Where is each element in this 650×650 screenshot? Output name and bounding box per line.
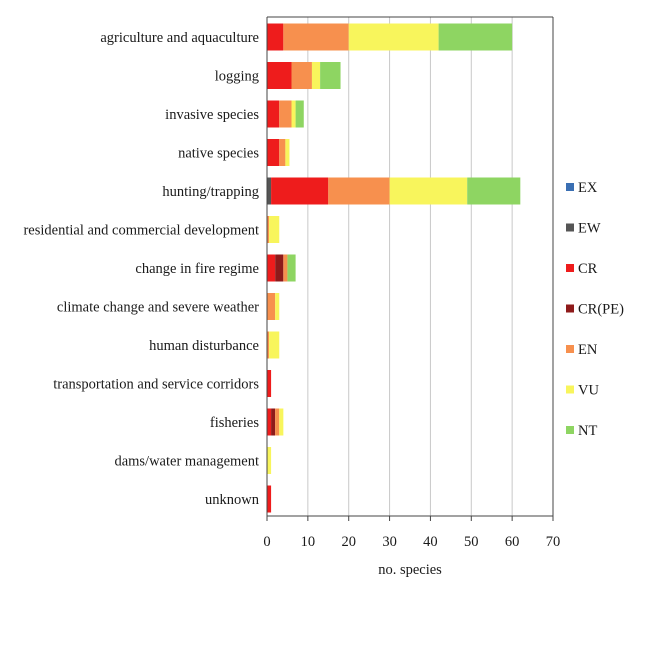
- bar-change-in-fire-regime-nt: [287, 254, 296, 282]
- axes: [266, 16, 554, 517]
- x-tick-label-50: 50: [464, 534, 479, 550]
- bars: [267, 23, 521, 513]
- legend-label-cr-pe: CR(PE): [578, 302, 624, 318]
- category-label-transportation-and-service-corridors: transportation and service corridors: [53, 377, 259, 393]
- bar-transportation-and-service-corridors-cr: [267, 370, 272, 397]
- category-label-fisheries: fisheries: [210, 415, 259, 431]
- legend: EX EW CR CR(PE) EN VU NT: [566, 180, 624, 439]
- bar-agriculture-and-aquaculture-nt: [438, 23, 513, 51]
- bar-dams-water-management-vu: [267, 447, 272, 474]
- bar-human-disturbance-vu: [269, 331, 280, 359]
- category-label-unknown: unknown: [205, 492, 260, 508]
- bar-invasive-species-cr: [267, 100, 280, 128]
- legend-swatch-vu: [566, 385, 574, 394]
- category-label-change-in-fire-regime: change in fire regime: [135, 261, 259, 277]
- x-tick-label-30: 30: [382, 534, 397, 550]
- gridlines: [307, 17, 513, 516]
- bar-agriculture-and-aquaculture-cr: [267, 23, 284, 51]
- bar-native-species-vu: [285, 139, 290, 166]
- legend-label-nt: NT: [578, 423, 597, 439]
- bar-fisheries-en: [275, 408, 280, 436]
- bar-hunting-trapping-nt: [467, 177, 521, 205]
- x-tick-label-40: 40: [423, 534, 438, 550]
- legend-swatch-cr: [566, 264, 574, 272]
- bar-change-in-fire-regime-en: [283, 254, 288, 282]
- category-label-agriculture-and-aquaculture: agriculture and aquaculture: [100, 30, 259, 46]
- bar-logging-vu: [311, 62, 321, 89]
- bar-climate-change-and-severe-weather-vu: [275, 293, 280, 320]
- legend-label-ex: EX: [578, 180, 598, 196]
- bar-residential-and-commercial-development-en: [267, 216, 270, 243]
- category-label-hunting-trapping: hunting/trapping: [162, 184, 259, 200]
- x-axis-title: no. species: [378, 562, 442, 578]
- x-tick-labels: 0 10 20 30 40 50 60 70: [263, 516, 560, 550]
- bar-logging-cr: [267, 62, 292, 89]
- bar-invasive-species-en: [279, 100, 292, 128]
- bar-hunting-trapping-cr: [271, 177, 329, 205]
- bar-agriculture-and-aquaculture-en: [283, 23, 349, 51]
- bar-native-species-cr: [267, 139, 280, 166]
- bar-fisheries-cr-pe: [271, 408, 276, 436]
- x-tick-label-70: 70: [546, 534, 561, 550]
- bar-residential-and-commercial-development-vu: [269, 216, 280, 243]
- category-labels: agriculture and aquaculture logging invasi…: [23, 30, 259, 508]
- x-tick-label-20: 20: [341, 534, 356, 550]
- legend-label-vu: VU: [578, 383, 599, 399]
- bar-hunting-trapping-en: [328, 177, 390, 205]
- x-tick-label-0: 0: [263, 534, 270, 550]
- bar-unknown-cr: [267, 485, 272, 513]
- x-tick-label-60: 60: [505, 534, 520, 550]
- category-label-native-species: native species: [178, 146, 259, 162]
- legend-label-ew: EW: [578, 221, 601, 237]
- bar-invasive-species-vu: [291, 100, 296, 128]
- legend-swatch-ew: [566, 223, 574, 232]
- category-label-residential-and-commercial-development: residential and commercial development: [23, 223, 259, 239]
- bar-fisheries-cr: [267, 408, 272, 436]
- bar-change-in-fire-regime-cr-pe: [275, 254, 284, 282]
- bar-logging-nt: [320, 62, 341, 89]
- bar-logging-en: [291, 62, 312, 89]
- legend-swatch-nt: [566, 426, 574, 434]
- legend-swatch-ex: [566, 183, 574, 191]
- x-tick-label-10: 10: [301, 534, 316, 550]
- legend-label-en: EN: [578, 342, 598, 358]
- bar-climate-change-and-severe-weather-en: [267, 293, 276, 320]
- bar-native-species-en: [279, 139, 286, 166]
- bar-fisheries-vu: [279, 408, 284, 436]
- bar-invasive-species-nt: [295, 100, 304, 128]
- category-label-logging: logging: [215, 69, 259, 85]
- category-label-invasive-species: invasive species: [165, 107, 259, 123]
- bar-hunting-trapping-vu: [389, 177, 468, 205]
- bar-agriculture-and-aquaculture-vu: [348, 23, 439, 51]
- bar-human-disturbance-en: [267, 331, 270, 359]
- category-label-climate-change-and-severe-weather: climate change and severe weather: [57, 300, 259, 316]
- category-label-human-disturbance: human disturbance: [149, 338, 259, 354]
- category-label-dams-water-management: dams/water management: [114, 454, 259, 470]
- legend-swatch-cr-pe: [566, 304, 574, 313]
- legend-label-cr: CR: [578, 261, 598, 277]
- bar-change-in-fire-regime-cr: [267, 254, 276, 282]
- legend-swatch-en: [566, 345, 574, 353]
- bar-hunting-trapping-ew: [267, 177, 272, 205]
